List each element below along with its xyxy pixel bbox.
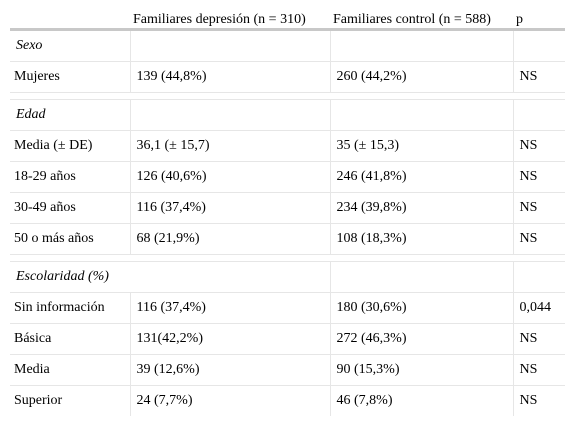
table-row: Sin información 116 (37,4%) 180 (30,6%) … xyxy=(10,292,565,324)
p-value: NS xyxy=(512,385,565,416)
control-value: 272 (46,3%) xyxy=(329,323,513,355)
control-value: 35 (± 15,3) xyxy=(329,130,513,162)
row-label: Sin información xyxy=(10,292,130,324)
section-label: Escolaridad (%) xyxy=(10,261,330,293)
row-label: Básica xyxy=(10,323,130,355)
depression-value: 116 (37,4%) xyxy=(129,192,330,224)
control-value: 46 (7,8%) xyxy=(329,385,513,416)
table-row: 30-49 años 116 (37,4%) 234 (39,8%) NS xyxy=(10,192,565,224)
row-label: 50 o más años xyxy=(10,223,130,255)
p-value: NS xyxy=(512,130,565,162)
data-table-container: Familiares depresión (n = 310) Familiare… xyxy=(10,8,565,416)
depression-value: 68 (21,9%) xyxy=(129,223,330,255)
p-value: NS xyxy=(512,323,565,355)
table-row: Media 39 (12,6%) 90 (15,3%) NS xyxy=(10,354,565,386)
depression-value: 126 (40,6%) xyxy=(129,161,330,193)
depression-value: 36,1 (± 15,7) xyxy=(129,130,330,162)
p-value: NS xyxy=(512,192,565,224)
table-row: Superior 24 (7,7%) 46 (7,8%) NS xyxy=(10,385,565,416)
depression-value: 39 (12,6%) xyxy=(129,354,330,386)
row-label: Mujeres xyxy=(10,61,130,93)
table-body: Sexo Mujeres 139 (44,8%) 260 (44,2%) NS … xyxy=(10,29,565,416)
table-row: Básica 131(42,2%) 272 (46,3%) NS xyxy=(10,323,565,355)
row-label: Media (± DE) xyxy=(10,130,130,162)
section-row-escolaridad: Escolaridad (%) xyxy=(10,261,565,293)
table-row: 18-29 años 126 (40,6%) 246 (41,8%) NS xyxy=(10,161,565,193)
table-row: 50 o más años 68 (21,9%) 108 (18,3%) NS xyxy=(10,223,565,255)
p-value: NS xyxy=(512,161,565,193)
spacer-row xyxy=(10,92,565,100)
control-value: 246 (41,8%) xyxy=(329,161,513,193)
spacer-row xyxy=(10,254,565,262)
header-p-value: p xyxy=(513,8,565,31)
table-header: Familiares depresión (n = 310) Familiare… xyxy=(10,8,565,31)
header-depression-group: Familiares depresión (n = 310) xyxy=(130,8,330,31)
section-label: Edad xyxy=(10,99,130,131)
row-label: 30-49 años xyxy=(10,192,130,224)
control-value: 108 (18,3%) xyxy=(329,223,513,255)
row-label: 18-29 años xyxy=(10,161,130,193)
depression-value: 139 (44,8%) xyxy=(129,61,330,93)
depression-value: 116 (37,4%) xyxy=(129,292,330,324)
section-row-sexo: Sexo xyxy=(10,29,565,62)
header-cell-empty xyxy=(10,8,130,31)
depression-value: 24 (7,7%) xyxy=(129,385,330,416)
section-label: Sexo xyxy=(10,29,130,62)
table-row: Media (± DE) 36,1 (± 15,7) 35 (± 15,3) N… xyxy=(10,130,565,162)
section-row-edad: Edad xyxy=(10,99,565,131)
p-value: NS xyxy=(512,354,565,386)
control-value: 260 (44,2%) xyxy=(329,61,513,93)
row-label: Media xyxy=(10,354,130,386)
row-label: Superior xyxy=(10,385,130,416)
p-value: NS xyxy=(512,61,565,93)
table-row: Mujeres 139 (44,8%) 260 (44,2%) NS xyxy=(10,61,565,93)
p-value: 0,044 xyxy=(512,292,565,324)
depression-value: 131(42,2%) xyxy=(129,323,330,355)
control-value: 180 (30,6%) xyxy=(329,292,513,324)
control-value: 90 (15,3%) xyxy=(329,354,513,386)
header-row: Familiares depresión (n = 310) Familiare… xyxy=(10,8,565,31)
comparison-table: Familiares depresión (n = 310) Familiare… xyxy=(10,8,565,416)
header-control-group: Familiares control (n = 588) xyxy=(330,8,513,31)
p-value: NS xyxy=(512,223,565,255)
control-value: 234 (39,8%) xyxy=(329,192,513,224)
